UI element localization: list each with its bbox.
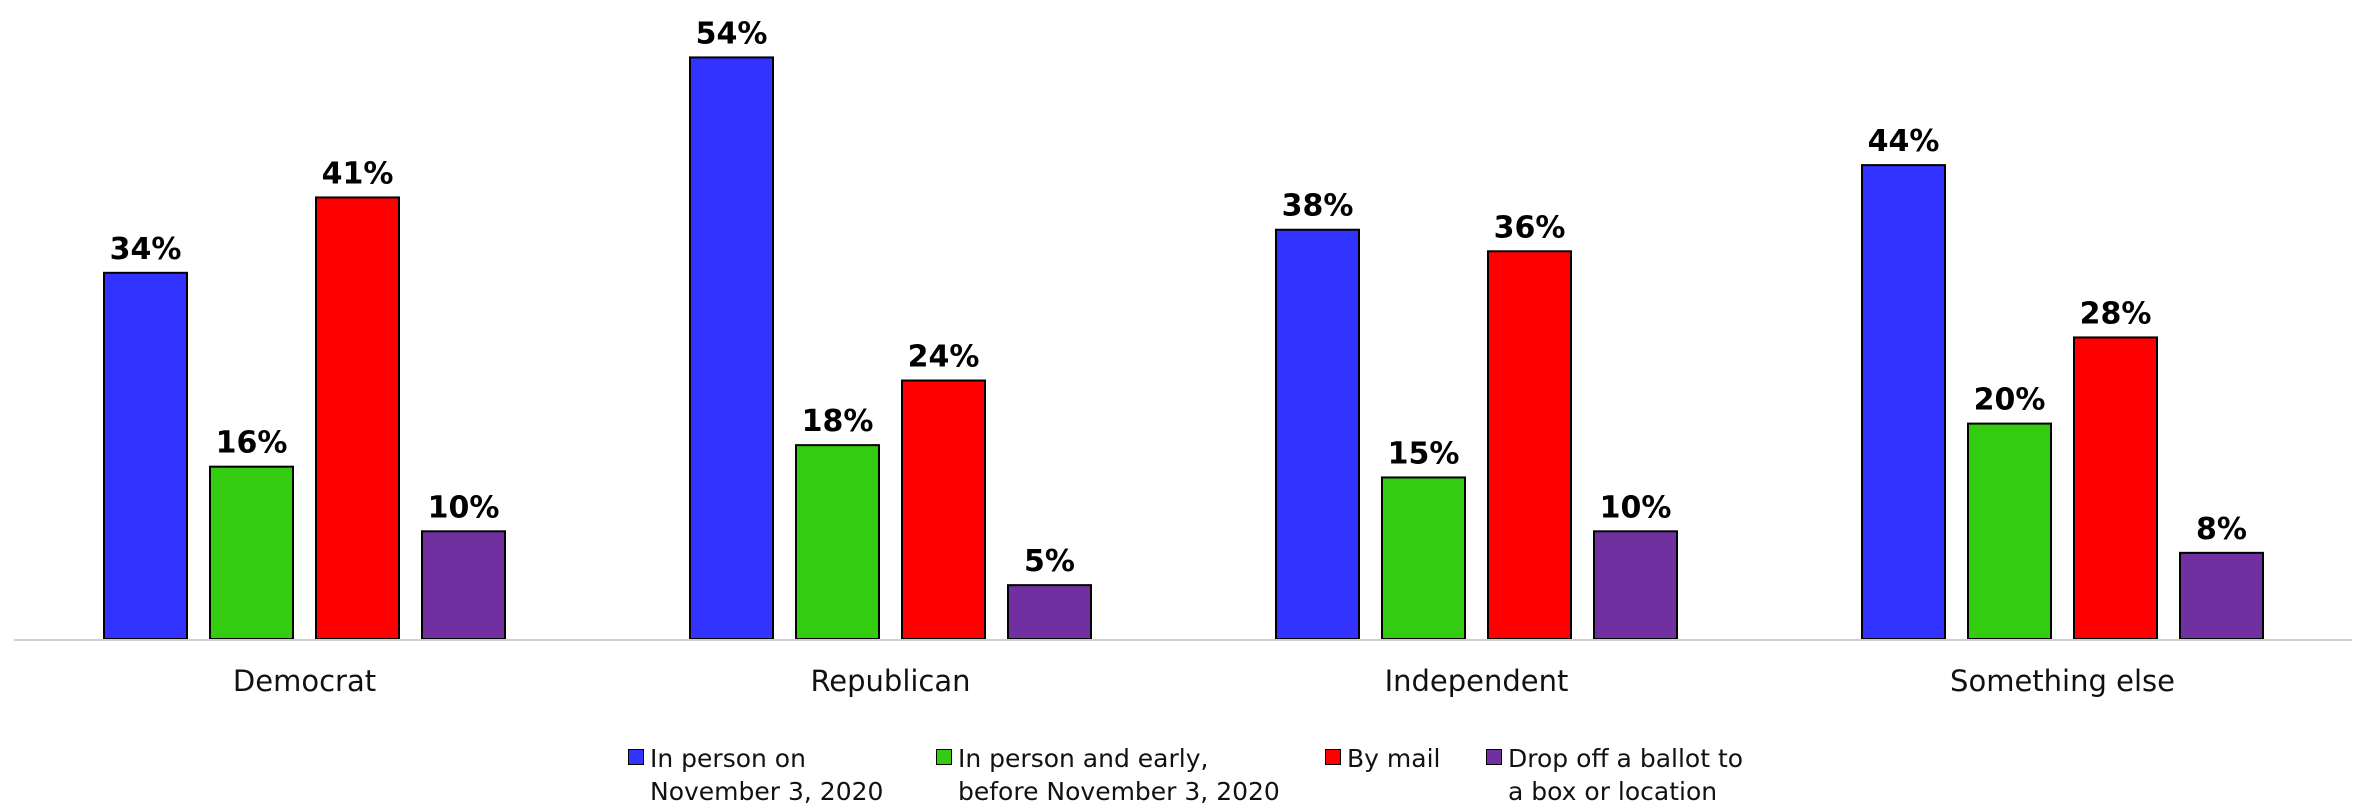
- bar-drop-off: [1593, 530, 1678, 640]
- bar-in-person-early: [795, 444, 880, 641]
- category-label: Democrat: [233, 664, 376, 698]
- data-label: 8%: [2196, 512, 2247, 547]
- data-label: 28%: [2080, 296, 2152, 331]
- legend-item-in-person-early: In person and early, before November 3, …: [936, 742, 1280, 808]
- data-label: 15%: [1388, 436, 1460, 471]
- bar-in-person-early: [209, 465, 294, 640]
- bar-in-person-early: [1967, 422, 2052, 640]
- data-label: 16%: [216, 426, 288, 461]
- bar-by-mail: [2073, 336, 2158, 640]
- legend: In person on November 3, 2020 In person …: [628, 742, 2028, 806]
- data-label: 20%: [1974, 383, 2046, 418]
- legend-swatch: [936, 749, 952, 765]
- bar-drop-off: [421, 530, 506, 640]
- bar-by-mail: [1487, 250, 1572, 640]
- category-labels-group: Democrat Republican Independent Something e…: [233, 664, 2175, 698]
- legend-swatch: [628, 749, 644, 765]
- category-label: Independent: [1385, 664, 1569, 698]
- data-label: 10%: [1600, 490, 1672, 525]
- bar-in-person: [1275, 228, 1360, 641]
- data-label: 54%: [696, 16, 768, 51]
- legend-swatch: [1325, 749, 1341, 765]
- data-label: 5%: [1024, 544, 1075, 579]
- data-label: 18%: [802, 404, 874, 439]
- bar-drop-off: [2179, 551, 2264, 641]
- bar-in-person: [103, 271, 188, 640]
- bar-chart: 34% 16% 41% 10% 54% 18% 24% 5% 38% 15% 36% 10% 44% 20…: [14, 16, 2352, 698]
- bar-drop-off: [1007, 584, 1092, 641]
- bar-in-person: [689, 56, 774, 641]
- legend-swatch: [1486, 749, 1502, 765]
- value-labels-group: 34% 16% 41% 10% 54% 18% 24% 5% 38% 15% 36% 10% 44% 20…: [110, 16, 2247, 579]
- legend-label: By mail: [1347, 744, 1441, 773]
- bars-group: [103, 56, 2264, 641]
- data-label: 38%: [1282, 189, 1354, 224]
- bar-by-mail: [315, 196, 400, 640]
- legend-label: Drop off a ballot to a box or location: [1508, 744, 1744, 806]
- bar-by-mail: [901, 379, 986, 640]
- legend-item-by-mail: By mail: [1325, 742, 1440, 775]
- category-label: Something else: [1950, 664, 2175, 698]
- data-label: 41%: [322, 156, 394, 191]
- category-label: Republican: [810, 664, 970, 698]
- data-label: 10%: [428, 490, 500, 525]
- bar-in-person-early: [1381, 476, 1466, 641]
- legend-item-in-person: In person on November 3, 2020: [628, 742, 883, 808]
- data-label: 44%: [1868, 124, 1940, 159]
- bar-in-person: [1861, 164, 1946, 640]
- legend-item-drop-off: Drop off a ballot to a box or location: [1486, 742, 1743, 808]
- legend-label: In person and early, before November 3, …: [958, 744, 1280, 806]
- legend-label: In person on November 3, 2020: [650, 744, 884, 806]
- data-label: 24%: [908, 340, 980, 375]
- data-label: 36%: [1494, 210, 1566, 245]
- data-label: 34%: [110, 232, 182, 267]
